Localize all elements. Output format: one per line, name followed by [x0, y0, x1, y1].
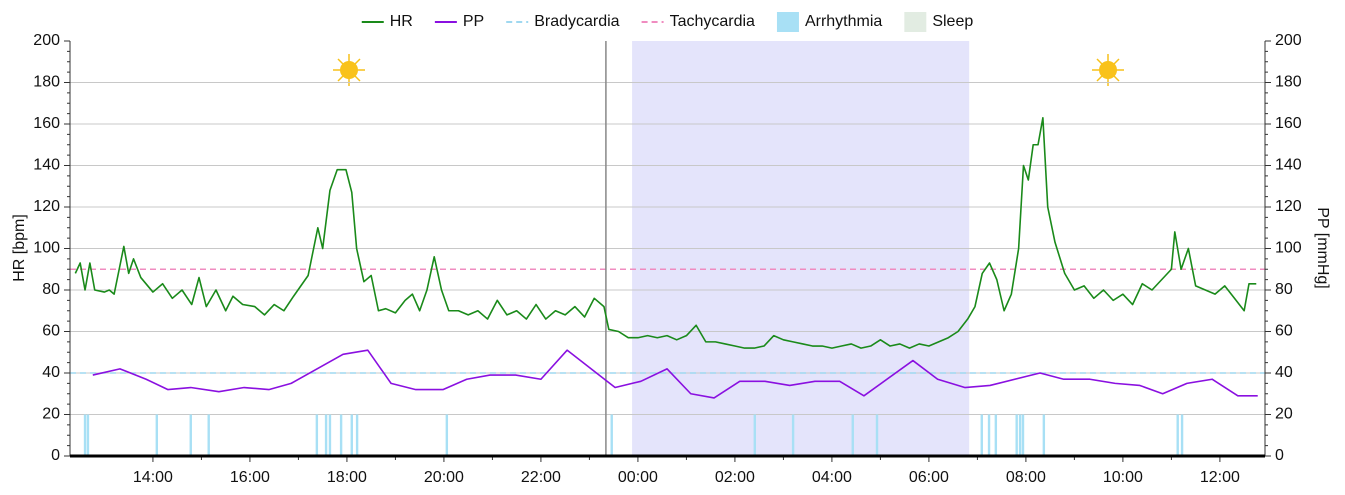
- arrhythmia-bar: [1015, 414, 1018, 456]
- arrhythmia-bar: [315, 414, 319, 456]
- arrhythmia-bar: [155, 414, 159, 456]
- arrhythmia-bar: [1180, 414, 1184, 456]
- y-tick-label: 180: [33, 74, 60, 91]
- arrhythmia-bar: [1176, 414, 1179, 456]
- front-layer: 0 20 40 60 80 100 120 140 160 180 200 0 20 40 60 80 100 1…: [33, 6, 1302, 486]
- legend-label: Tachycardia: [670, 13, 755, 30]
- y-tick-label: 100: [33, 240, 60, 257]
- y2-axis-label: PP [mmHg]: [1314, 207, 1331, 289]
- y-tick-label: 20: [42, 406, 60, 423]
- y2-tick-label: 120: [1275, 198, 1302, 215]
- x-tick-label: 18:00: [327, 469, 367, 486]
- legend-swatch: [776, 12, 799, 32]
- arrhythmia-bar: [324, 414, 328, 456]
- y2-tick-label: 20: [1275, 406, 1293, 423]
- x-tick-label: 00:00: [618, 469, 658, 486]
- y2-tick-label: 80: [1275, 281, 1293, 298]
- x-tick-label: 16:00: [230, 469, 270, 486]
- x-tick-label: 04:00: [812, 469, 852, 486]
- legend-label: PP: [463, 13, 484, 30]
- arrhythmia-bar: [189, 414, 192, 456]
- y2-tick-label: 40: [1275, 364, 1293, 381]
- y-tick-label: 40: [42, 364, 60, 381]
- legend-label: HR: [390, 13, 413, 30]
- arrhythmia-bar: [610, 414, 613, 456]
- arrhythmia-bar: [339, 414, 343, 456]
- legend-swatch: [904, 12, 927, 32]
- grid-layer: [70, 82, 1265, 415]
- y-tick-label: 0: [51, 447, 60, 464]
- arrhythmia-bar: [994, 414, 998, 456]
- arrhythmia-bar: [207, 414, 210, 456]
- x-tick-label: 06:00: [909, 469, 949, 486]
- legend-box: [353, 6, 982, 36]
- arrhythmia-bar: [86, 414, 90, 456]
- arrhythmia-bar: [83, 414, 87, 456]
- y2-tick-label: 160: [1275, 115, 1302, 132]
- x-tick-label: 22:00: [521, 469, 561, 486]
- series-line: [74, 116, 1257, 349]
- arrhythmia-bar: [791, 414, 795, 456]
- y-axis-label: HR [bpm]: [11, 214, 28, 282]
- arrhythmia-bar: [1021, 414, 1025, 456]
- arrhythmia-bar: [1042, 414, 1046, 456]
- y-tick-label: 160: [33, 115, 60, 132]
- legend-label: Sleep: [932, 13, 973, 30]
- arrhythmia-bar: [987, 414, 991, 456]
- arrhythmia-bar: [350, 414, 353, 456]
- sun-icon: [333, 54, 365, 86]
- arrhythmia-bar: [355, 414, 359, 456]
- arrhythmia-bar: [875, 414, 879, 456]
- arrhythmia-bar: [980, 414, 983, 456]
- y-tick-label: 80: [42, 281, 60, 298]
- y2-tick-label: 180: [1275, 74, 1302, 91]
- arrhythmia-bar: [328, 414, 332, 456]
- series-line: [92, 349, 1258, 399]
- y-tick-label: 200: [33, 32, 60, 49]
- y2-tick-label: 60: [1275, 323, 1293, 340]
- x-tick-label: 02:00: [715, 469, 755, 486]
- sun-icon: [1092, 54, 1124, 86]
- x-tick-label: 12:00: [1200, 469, 1240, 486]
- y-tick-label: 120: [33, 198, 60, 215]
- arrhythmia-bar: [851, 414, 854, 456]
- y-tick-label: 140: [33, 157, 60, 174]
- y-tick-label: 60: [42, 323, 60, 340]
- arrhythmia-bar: [445, 414, 449, 456]
- y2-tick-label: 200: [1275, 32, 1302, 49]
- y2-tick-label: 140: [1275, 157, 1302, 174]
- legend-label: Arrhythmia: [805, 13, 882, 30]
- marks-layer: [74, 41, 1258, 456]
- arrhythmia-bar: [753, 414, 756, 456]
- y2-tick-label: 0: [1275, 447, 1284, 464]
- x-tick-label: 08:00: [1006, 469, 1046, 486]
- arrhythmia-bar: [1018, 414, 1022, 456]
- y2-tick-label: 100: [1275, 240, 1302, 257]
- x-tick-label: 14:00: [133, 469, 173, 486]
- x-tick-label: 20:00: [424, 469, 464, 486]
- legend-label: Bradycardia: [534, 13, 619, 30]
- x-tick-label: 10:00: [1103, 469, 1143, 486]
